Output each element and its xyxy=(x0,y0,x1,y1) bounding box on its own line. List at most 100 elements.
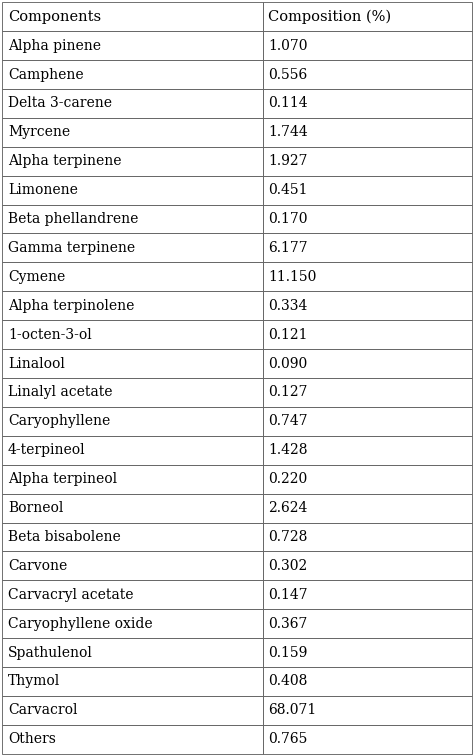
Text: Carvone: Carvone xyxy=(8,559,67,573)
Text: Beta bisabolene: Beta bisabolene xyxy=(8,530,121,544)
Bar xyxy=(263,465,472,494)
Bar xyxy=(2,378,263,407)
Bar xyxy=(263,638,472,667)
Bar xyxy=(2,696,263,725)
Text: Others: Others xyxy=(8,733,56,746)
Bar xyxy=(263,175,472,205)
Bar xyxy=(2,147,263,175)
Text: 1.070: 1.070 xyxy=(268,39,308,53)
Text: Carvacryl acetate: Carvacryl acetate xyxy=(8,587,134,602)
Text: 0.170: 0.170 xyxy=(268,212,308,226)
Bar xyxy=(263,291,472,321)
Text: Myrcene: Myrcene xyxy=(8,125,70,139)
Text: Carvacrol: Carvacrol xyxy=(8,703,78,717)
Bar xyxy=(263,667,472,696)
Bar xyxy=(263,89,472,118)
Text: 0.114: 0.114 xyxy=(268,97,308,110)
Bar xyxy=(263,31,472,60)
Text: Spathulenol: Spathulenol xyxy=(8,646,93,659)
Bar xyxy=(2,60,263,89)
Text: 0.090: 0.090 xyxy=(268,357,308,370)
Text: 1-octen-3-ol: 1-octen-3-ol xyxy=(8,327,92,342)
Bar xyxy=(2,494,263,522)
Bar xyxy=(2,175,263,205)
Text: 0.367: 0.367 xyxy=(268,617,308,631)
Text: 0.728: 0.728 xyxy=(268,530,308,544)
Bar xyxy=(263,321,472,349)
Bar xyxy=(263,407,472,435)
Text: 11.150: 11.150 xyxy=(268,270,317,284)
Bar xyxy=(2,667,263,696)
Text: 0.121: 0.121 xyxy=(268,327,308,342)
Bar xyxy=(263,581,472,609)
Bar xyxy=(2,551,263,581)
Text: 0.127: 0.127 xyxy=(268,386,308,399)
Bar xyxy=(2,89,263,118)
Text: 0.220: 0.220 xyxy=(268,472,308,486)
Bar xyxy=(2,638,263,667)
Text: 0.147: 0.147 xyxy=(268,587,308,602)
Text: Linalool: Linalool xyxy=(8,357,65,370)
Bar xyxy=(263,262,472,291)
Text: Alpha terpineol: Alpha terpineol xyxy=(8,472,117,486)
Text: Composition (%): Composition (%) xyxy=(268,10,392,24)
Text: 1.744: 1.744 xyxy=(268,125,308,139)
Text: 1.428: 1.428 xyxy=(268,443,308,457)
Bar xyxy=(2,31,263,60)
Text: Delta 3-carene: Delta 3-carene xyxy=(8,97,112,110)
Text: Limonene: Limonene xyxy=(8,183,78,197)
Bar xyxy=(263,118,472,147)
Text: Beta phellandrene: Beta phellandrene xyxy=(8,212,138,226)
Bar xyxy=(2,262,263,291)
Text: Thymol: Thymol xyxy=(8,674,60,689)
Text: Components: Components xyxy=(8,10,101,23)
Bar xyxy=(263,522,472,551)
Bar xyxy=(263,725,472,754)
Bar xyxy=(263,378,472,407)
Text: Cymene: Cymene xyxy=(8,270,65,284)
Bar xyxy=(263,609,472,638)
Bar xyxy=(2,205,263,234)
Bar xyxy=(263,551,472,581)
Bar xyxy=(263,494,472,522)
Bar xyxy=(2,321,263,349)
Bar xyxy=(2,522,263,551)
Bar xyxy=(2,407,263,435)
Text: 0.302: 0.302 xyxy=(268,559,308,573)
Text: 0.765: 0.765 xyxy=(268,733,308,746)
Text: 0.747: 0.747 xyxy=(268,414,308,429)
Text: 0.334: 0.334 xyxy=(268,299,308,313)
Bar xyxy=(2,349,263,378)
Text: 6.177: 6.177 xyxy=(268,241,308,255)
Text: Camphene: Camphene xyxy=(8,67,84,82)
Bar xyxy=(2,581,263,609)
Text: Linalyl acetate: Linalyl acetate xyxy=(8,386,112,399)
Text: Gamma terpinene: Gamma terpinene xyxy=(8,241,135,255)
Bar xyxy=(2,234,263,262)
Text: 0.159: 0.159 xyxy=(268,646,308,659)
Bar xyxy=(2,465,263,494)
Bar xyxy=(2,2,263,31)
Text: 68.071: 68.071 xyxy=(268,703,317,717)
Text: 1.927: 1.927 xyxy=(268,154,308,169)
Text: 0.408: 0.408 xyxy=(268,674,308,689)
Bar xyxy=(2,609,263,638)
Text: Caryophyllene: Caryophyllene xyxy=(8,414,110,429)
Text: 4-terpineol: 4-terpineol xyxy=(8,443,86,457)
Text: 2.624: 2.624 xyxy=(268,501,308,515)
Bar xyxy=(263,147,472,175)
Text: Alpha terpinolene: Alpha terpinolene xyxy=(8,299,135,313)
Bar xyxy=(263,60,472,89)
Text: 0.451: 0.451 xyxy=(268,183,308,197)
Bar xyxy=(263,696,472,725)
Text: Borneol: Borneol xyxy=(8,501,64,515)
Bar xyxy=(2,118,263,147)
Bar xyxy=(263,205,472,234)
Text: Alpha terpinene: Alpha terpinene xyxy=(8,154,121,169)
Bar xyxy=(2,291,263,321)
Text: Alpha pinene: Alpha pinene xyxy=(8,39,101,53)
Bar xyxy=(263,234,472,262)
Bar xyxy=(2,435,263,465)
Bar xyxy=(263,349,472,378)
Bar xyxy=(263,435,472,465)
